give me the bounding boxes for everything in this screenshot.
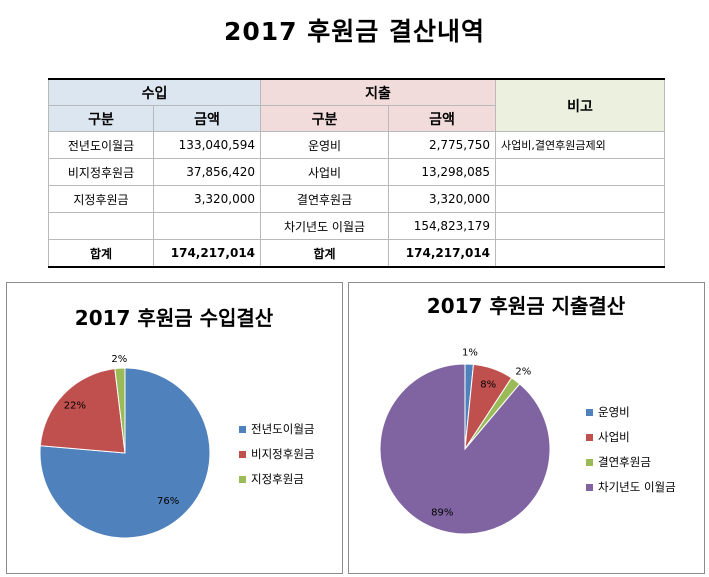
legend-entry: 결연후원금 [598, 455, 651, 469]
legend-entry: 전년도이월금 [251, 422, 314, 436]
legend-entry: 운영비 [598, 405, 630, 419]
income-amount-header: 금액 [152, 105, 262, 132]
note-cell [495, 185, 666, 213]
expense-amount-cell: 2,775,750 [388, 131, 497, 159]
page-title: 2017 후원금 결산내역 [224, 17, 485, 46]
slice-percent-label: 89% [431, 507, 453, 518]
income-category-cell: 비지정후원금 [48, 158, 154, 186]
slice-percent-label: 2% [111, 354, 127, 365]
expense-amount-cell: 3,320,000 [388, 185, 497, 213]
expense-amount-cell: 154,823,179 [388, 212, 497, 240]
income-header: 수입 [47, 78, 262, 106]
legend-entry: 지정후원금 [251, 472, 304, 486]
slice-percent-label: 76% [157, 496, 179, 507]
income-amount-cell: 37,856,420 [152, 158, 262, 186]
settlement-table: 수입 지출 비고 구분 금액 구분 금액 전년도이월금 133,040,594 … [47, 78, 666, 268]
expense-header: 지출 [260, 78, 497, 106]
table-row: 지정후원금 3,320,000 결연후원금 3,320,000 [48, 185, 666, 213]
table-row: 전년도이월금 133,040,594 운영비 2,775,750 사업비,결연후… [48, 131, 666, 159]
expense-category-cell: 운영비 [260, 131, 390, 159]
legend-swatch [239, 426, 246, 433]
pie-slice [39, 367, 211, 539]
legend-entry: 사업비 [598, 430, 630, 444]
expense-category-header: 구분 [260, 105, 390, 132]
legend-swatch [586, 409, 593, 416]
legend-swatch [239, 476, 246, 483]
legend-swatch [586, 434, 593, 441]
pie-slice [114, 367, 126, 454]
income-category-header: 구분 [48, 105, 154, 132]
note-cell: 사업비,결연후원금제외 [495, 131, 666, 159]
income-category-cell [48, 212, 154, 240]
income-amount-cell: 3,320,000 [152, 185, 262, 213]
pie-slice [39, 368, 126, 454]
note-header: 비고 [495, 78, 666, 132]
chart-title: 2017 후원금 지출결산 [427, 294, 626, 318]
expense-category-cell: 차기년도 이월금 [260, 212, 390, 240]
total-row: 합계 174,217,014 합계 174,217,014 [48, 239, 666, 268]
note-cell [495, 158, 666, 186]
income-total-amount: 174,217,014 [152, 239, 262, 268]
expense-amount-header: 금액 [388, 105, 497, 132]
slice-percent-label: 1% [462, 347, 478, 358]
pie-slice [379, 363, 551, 535]
legend-swatch [239, 451, 246, 458]
legend-entry: 차기년도 이월금 [598, 480, 676, 494]
slice-percent-label: 8% [480, 379, 496, 390]
expense-category-cell: 결연후원금 [260, 185, 390, 213]
legend-entry: 비지정후원금 [251, 447, 314, 461]
note-total-cell [495, 239, 666, 268]
expense-total-amount: 174,217,014 [388, 239, 497, 268]
slice-percent-label: 2% [515, 367, 531, 378]
income-amount-cell: 133,040,594 [152, 131, 262, 159]
expense-total-label: 합계 [260, 239, 390, 268]
income-amount-cell [152, 212, 262, 240]
slice-percent-label: 22% [64, 401, 86, 412]
table-row: 차기년도 이월금 154,823,179 [48, 212, 666, 240]
chart-title: 2017 후원금 수입결산 [75, 306, 274, 330]
expense-category-cell: 사업비 [260, 158, 390, 186]
income-total-label: 합계 [48, 239, 154, 268]
legend-swatch [586, 459, 593, 466]
income-category-cell: 지정후원금 [48, 185, 154, 213]
expense-amount-cell: 13,298,085 [388, 158, 497, 186]
table-row: 비지정후원금 37,856,420 사업비 13,298,085 [48, 158, 666, 186]
note-cell [495, 212, 666, 240]
legend-swatch [586, 484, 593, 491]
income-category-cell: 전년도이월금 [48, 131, 154, 159]
